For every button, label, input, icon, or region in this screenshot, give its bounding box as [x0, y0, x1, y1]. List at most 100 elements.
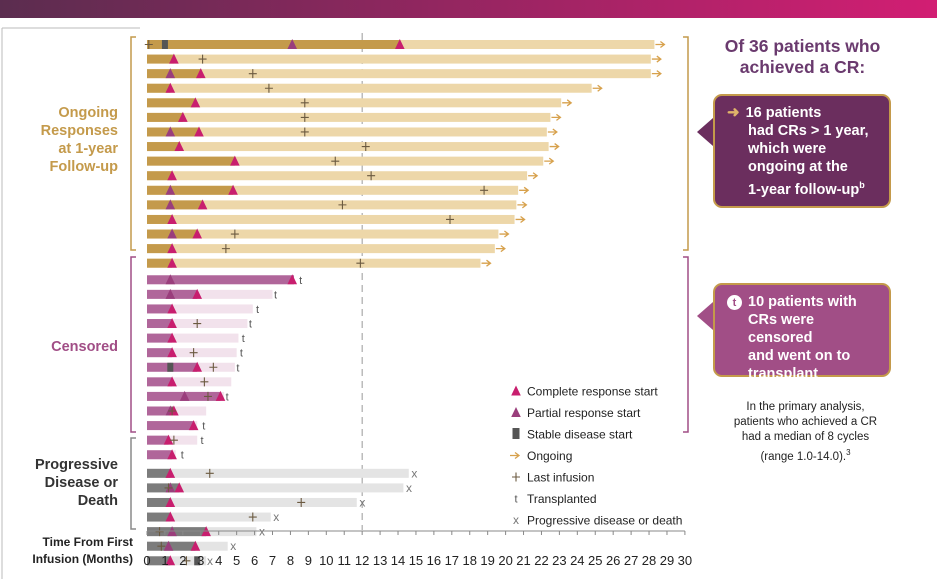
patient-bar-response: [147, 304, 173, 314]
patient-bar-response: [147, 54, 174, 64]
group-bracket-left: [130, 437, 136, 530]
patient-bar-response: [147, 483, 180, 493]
ongoing-arrow-marker: [517, 201, 528, 209]
last-infusion-marker: [480, 185, 489, 195]
complete-response-marker: [192, 361, 203, 372]
transplant-marker: t: [202, 421, 205, 433]
patient-bar-followup: [147, 127, 547, 137]
transplant-marker: t: [181, 450, 184, 462]
progression-marker: x: [273, 510, 279, 524]
last-infusion-marker: [198, 54, 207, 64]
last-infusion-marker: [230, 229, 239, 239]
x-tick-label: 6: [251, 553, 258, 568]
last-infusion-marker: [209, 362, 218, 372]
complete-response-marker: [188, 420, 199, 431]
footnote-line-4: (range 1.0-14.0).3: [713, 445, 898, 465]
x-tick-label: 20: [498, 553, 512, 568]
patient-bar-followup: [147, 289, 273, 299]
complete-response-marker: [167, 332, 177, 343]
complete-response-marker: [215, 390, 226, 401]
x-tick-label: 5: [233, 553, 240, 568]
patient-bar-followup: [147, 333, 239, 343]
partial-response-marker: [179, 390, 190, 401]
patient-bar-followup: [147, 483, 404, 493]
complete-response-marker: [167, 347, 177, 358]
patient-bar-response: [147, 275, 295, 285]
transplant-marker: t: [299, 275, 302, 287]
swimmer-plot: Ongoing Responses at 1-year Follow-up Censor…: [1, 27, 692, 579]
patient-bar-followup: [147, 98, 562, 108]
legend-label: Transplanted: [527, 492, 597, 506]
legend-label: Complete response start: [527, 385, 658, 399]
x-tick-label: 12: [355, 553, 369, 568]
complete-response-marker: [167, 170, 177, 181]
patient-bar-response: [147, 127, 199, 137]
patient-bar-response: [147, 98, 196, 108]
last-infusion-marker: [367, 171, 376, 181]
ongoing-arrow-marker: [544, 157, 555, 165]
patient-bar-followup: [147, 377, 232, 387]
x-tick-label: 14: [391, 553, 405, 568]
side-panel-title-line-1: Of 36 patients who: [724, 36, 881, 56]
x-tick-label: 29: [660, 553, 674, 568]
last-infusion-marker: [300, 127, 309, 137]
stable-disease-marker: [161, 40, 168, 49]
progression-marker: x: [207, 554, 213, 568]
transplant-marker: t: [249, 319, 252, 331]
last-infusion-marker: [300, 98, 309, 108]
x-tick-label: 13: [373, 553, 387, 568]
group-label-line: at 1-year: [58, 141, 118, 157]
patient-bar-followup: [147, 468, 409, 478]
transplant-marker: t: [256, 304, 259, 316]
transplant-marker: t: [236, 362, 239, 374]
patient-bar-followup: [147, 112, 551, 122]
legend-ongoing-icon: [510, 451, 521, 460]
patient-bar-response: [147, 527, 207, 537]
x-tick-label: 26: [606, 553, 620, 568]
complete-response-marker: [167, 376, 177, 387]
patient-bar-followup: [147, 244, 495, 254]
patient-bar-response: [147, 185, 234, 195]
patient-bar-followup: [147, 69, 651, 79]
censored-callout-text-1: 10 patients with: [748, 294, 857, 310]
complete-response-marker: [174, 482, 185, 493]
last-infusion-marker: [193, 319, 202, 329]
complete-response-marker: [190, 540, 201, 551]
legend-last-infusion-icon: [512, 472, 520, 482]
legend-label: Ongoing: [527, 449, 572, 463]
ongoing-callout-line-2: had CRs > 1 year,: [748, 123, 869, 139]
complete-response-marker: [165, 467, 176, 478]
x-tick-label: 0: [143, 553, 150, 568]
legend-stable-disease-icon: [512, 428, 520, 439]
patient-bar-response: [147, 244, 173, 254]
ongoing-arrow-marker: [495, 245, 506, 253]
patient-bar-followup: [147, 171, 528, 181]
x-tick-label: 23: [552, 553, 566, 568]
last-infusion-marker: [144, 40, 153, 49]
x-tick-label: 16: [427, 553, 441, 568]
x-tick-label: 18: [463, 553, 477, 568]
patient-bar-followup: [147, 258, 481, 268]
patient-bar-response: [147, 214, 173, 224]
legend-label: Progressive disease or death: [527, 514, 682, 528]
partial-response-marker: [287, 39, 298, 49]
ongoing-arrow-marker: [547, 128, 558, 136]
ongoing-arrow-marker: [481, 259, 492, 267]
ongoing-callout: ➜ 16 patients had CRs > 1 year, which we…: [713, 94, 891, 208]
footnote-line-2: patients who achieved a CR: [733, 416, 878, 428]
censored-callout-line-1: t 10 patients with: [727, 293, 881, 311]
complete-response-marker: [167, 213, 177, 224]
last-infusion-marker: [182, 556, 191, 566]
patient-bar-response: [147, 40, 400, 49]
last-infusion-marker: [189, 348, 198, 358]
complete-response-marker: [165, 555, 176, 566]
legend-label: Last infusion: [527, 471, 594, 485]
partial-response-marker: [167, 228, 177, 239]
stable-disease-marker: [194, 556, 201, 566]
complete-response-marker: [287, 274, 298, 285]
progression-marker: x: [230, 539, 236, 553]
complete-response-marker: [165, 82, 176, 93]
stable-disease-marker: [167, 362, 174, 372]
patient-bar-response: [147, 512, 171, 522]
x-tick-label: 24: [570, 553, 584, 568]
